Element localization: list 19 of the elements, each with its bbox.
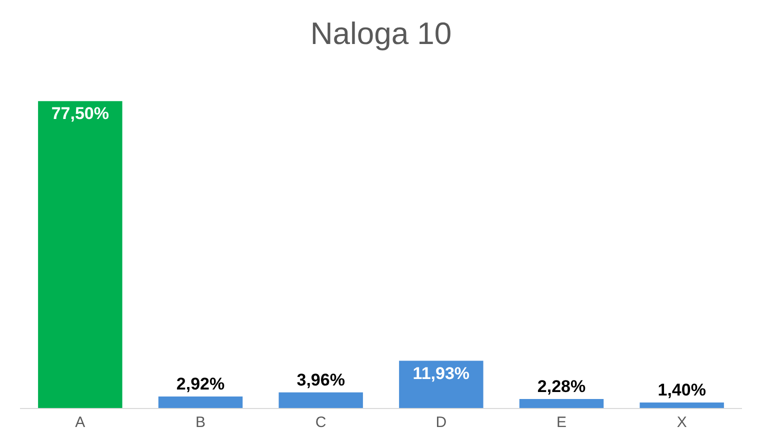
data-label: 77,50% [51,104,109,124]
bar [158,396,243,408]
x-tick-label: C [315,414,326,431]
bar [399,360,484,408]
x-tick-label: A [75,414,86,431]
bar [38,101,122,408]
data-label: 2,92% [176,374,225,394]
chart-title: Naloga 10 [310,16,452,52]
bar [278,392,363,408]
bar [640,402,724,408]
data-label: 1,40% [658,380,706,400]
x-tick-label: E [556,414,567,431]
x-tick-label: D [436,414,447,431]
data-label: 3,96% [296,370,345,390]
data-label: 11,93% [412,364,470,383]
bar [519,398,604,408]
data-label: 2,28% [537,376,586,396]
x-tick-label: B [195,414,206,431]
x-tick-label: X [676,414,687,431]
